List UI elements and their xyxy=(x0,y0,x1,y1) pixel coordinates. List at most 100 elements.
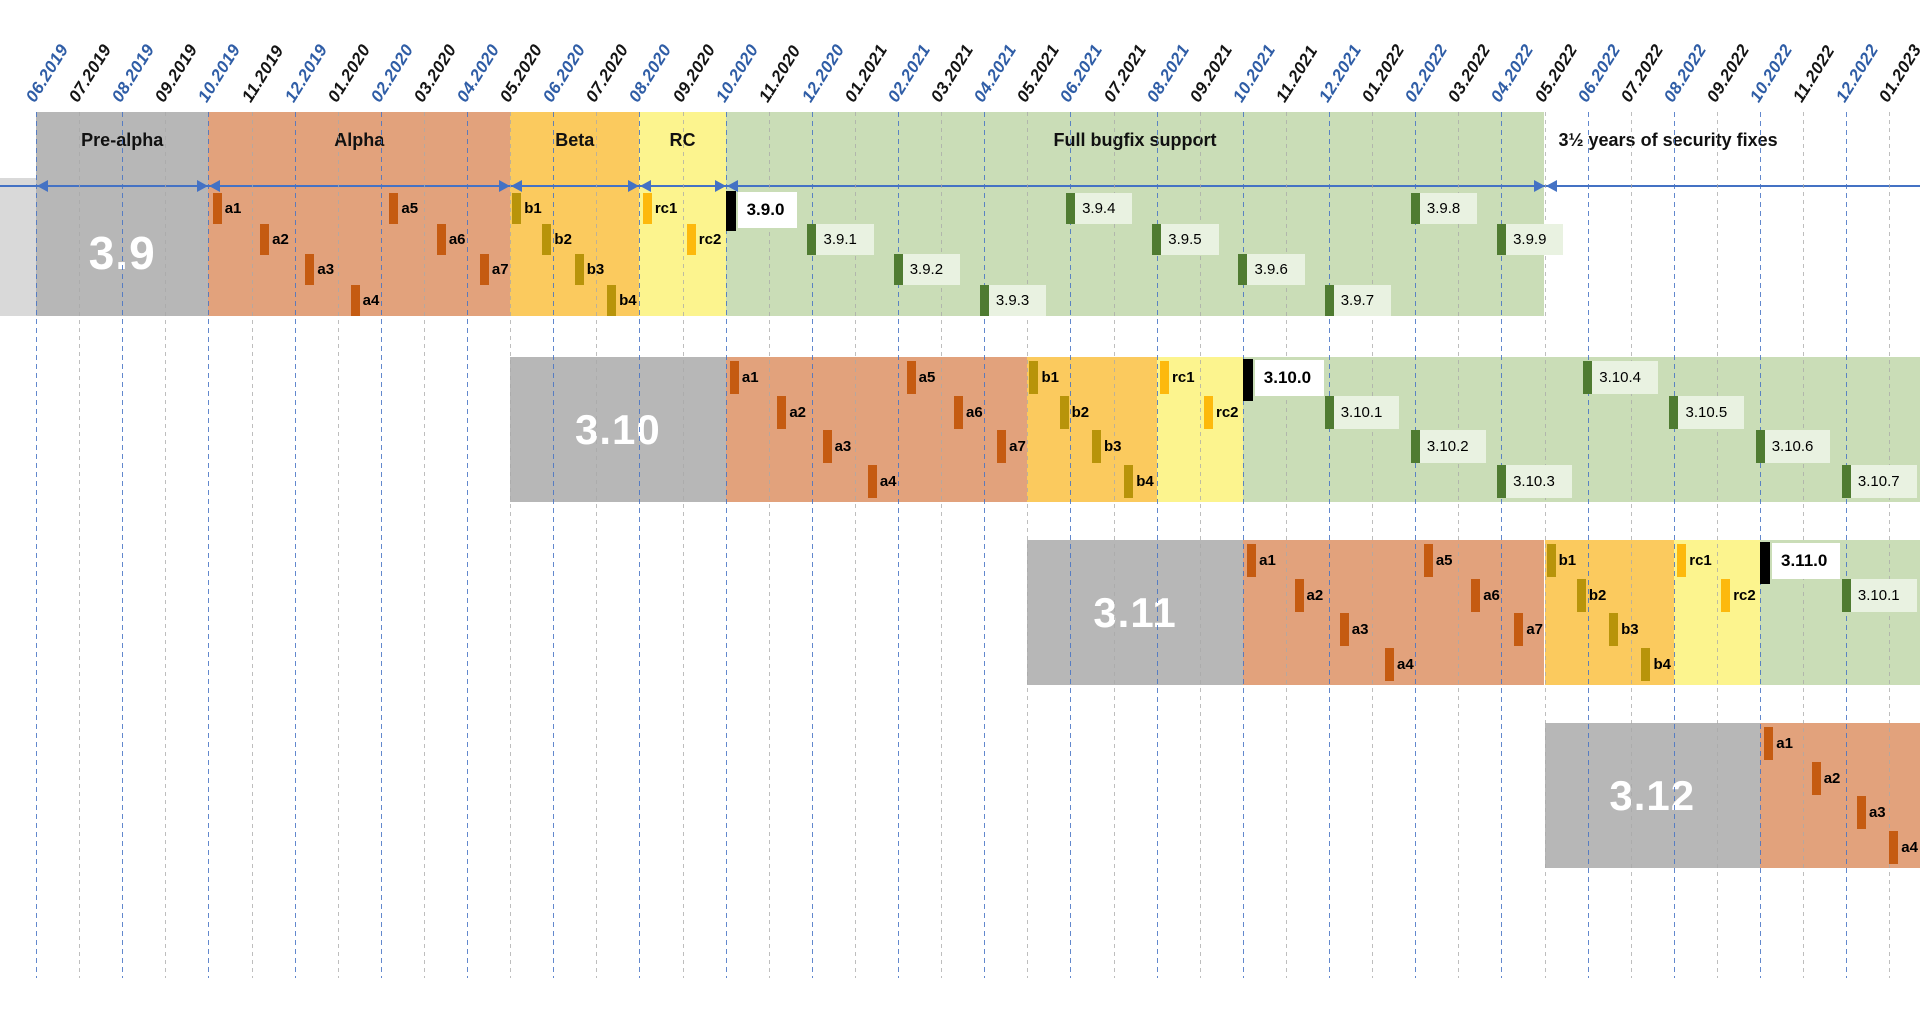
phase-zone-beta xyxy=(1027,357,1157,502)
release-marker-label: 3.9.8 xyxy=(1419,193,1478,224)
phase-zone-pre_alpha xyxy=(510,357,726,502)
arrowhead-right xyxy=(499,180,511,192)
phase-zone-pre_alpha xyxy=(1544,723,1760,868)
release-marker-b3 xyxy=(1091,430,1101,463)
release-marker-label: 3.10.2 xyxy=(1419,430,1486,463)
release-marker-label: a1 xyxy=(1776,735,1793,752)
arrowhead-right xyxy=(1533,180,1545,192)
release-marker-a1 xyxy=(212,193,222,224)
release-marker-label: a3 xyxy=(834,438,852,455)
release-marker-a2 xyxy=(1294,578,1304,612)
release-marker-b4 xyxy=(1124,464,1134,498)
version-label-3.10: 3.10 xyxy=(574,405,661,453)
release-marker-label: 3.10.7 xyxy=(1850,464,1917,498)
release-marker-label: a1 xyxy=(1259,552,1276,569)
release-marker-a5 xyxy=(906,361,916,394)
release-marker-a1 xyxy=(1247,544,1257,577)
arrowhead-left xyxy=(1545,180,1557,192)
release-marker-a7 xyxy=(479,254,489,285)
release-marker-3.10.6 xyxy=(1755,430,1765,463)
release-marker-label: b1 xyxy=(1041,369,1059,386)
release-marker-label: b3 xyxy=(1621,621,1639,638)
release-marker-label: 3.10.1 xyxy=(1333,395,1400,429)
release-marker-b1 xyxy=(1029,361,1039,394)
release-marker-rc1 xyxy=(1160,361,1170,394)
release-marker-label: b4 xyxy=(619,291,637,309)
release-marker-label: 3.10.0 xyxy=(1254,360,1325,396)
release-marker-label: a4 xyxy=(1901,838,1918,856)
release-marker-label: b4 xyxy=(1136,472,1154,490)
release-marker-label: b3 xyxy=(586,261,605,278)
phase-zone-bugfix xyxy=(725,112,1545,316)
release-marker-3.9.2 xyxy=(893,254,903,285)
release-marker-rc1 xyxy=(1677,544,1687,577)
release-marker-3.10.1 xyxy=(1841,578,1851,612)
release-marker-a6 xyxy=(954,395,964,429)
phase-zone-pre_alpha xyxy=(1027,540,1243,685)
release-marker-b3 xyxy=(574,254,584,285)
release-marker-b4 xyxy=(1641,647,1651,681)
phase-label-security: 3½ years of security fixes xyxy=(1558,130,1778,150)
release-marker-3.10.2 xyxy=(1410,430,1420,463)
phase-label-alpha: Alpha xyxy=(334,130,385,150)
phase-arrow-line xyxy=(0,185,1920,187)
release-marker-label: rc2 xyxy=(1216,403,1239,421)
release-marker-label: a2 xyxy=(1823,769,1841,787)
phase-label-beta: Beta xyxy=(555,130,595,150)
release-marker-label: 3.10.4 xyxy=(1592,361,1658,394)
release-marker-label: 3.9.3 xyxy=(988,284,1047,316)
release-marker-3.10.3 xyxy=(1497,464,1507,498)
release-marker-label: a1 xyxy=(224,200,242,217)
release-marker-label: 3.9.4 xyxy=(1075,193,1133,224)
release-marker-3.10.5 xyxy=(1669,395,1679,429)
release-marker-label: a5 xyxy=(1435,552,1453,569)
release-marker-a6 xyxy=(1471,578,1481,612)
release-marker-label: b1 xyxy=(524,200,542,217)
release-marker-label: 3.10.3 xyxy=(1506,464,1572,498)
arrowhead-right xyxy=(714,180,726,192)
release-marker-3.9.4 xyxy=(1066,193,1076,224)
row-left-stub xyxy=(0,178,36,316)
release-marker-a2 xyxy=(1811,761,1821,795)
release-marker-label: 3.9.5 xyxy=(1161,223,1219,255)
release-marker-label: a7 xyxy=(491,261,509,278)
arrowhead-left xyxy=(209,180,221,192)
release-marker-rc2 xyxy=(1204,395,1213,429)
release-marker-label: 3.9.1 xyxy=(816,223,874,255)
release-marker-rc2 xyxy=(1721,578,1731,612)
release-marker-3.9.7 xyxy=(1324,284,1334,316)
release-marker-b2 xyxy=(542,223,552,255)
release-marker-3.9.3 xyxy=(979,284,989,316)
release-marker-b1 xyxy=(1546,544,1556,577)
arrowhead-left xyxy=(37,180,48,192)
phase-zone-beta xyxy=(1544,540,1674,685)
release-marker-label: b2 xyxy=(1071,403,1090,421)
release-marker-3.9.0 xyxy=(725,191,736,231)
release-marker-label: a7 xyxy=(1009,438,1026,455)
release-marker-label: a5 xyxy=(918,369,936,386)
version-label-3.9: 3.9 xyxy=(88,227,156,279)
release-marker-3.9.1 xyxy=(807,223,817,255)
release-marker-label: b2 xyxy=(1588,586,1607,604)
version-label-3.12: 3.12 xyxy=(1609,771,1696,819)
release-marker-label: a4 xyxy=(362,291,380,309)
release-marker-label: 3.9.0 xyxy=(737,192,798,228)
release-marker-label: a4 xyxy=(1397,655,1414,673)
release-marker-a1 xyxy=(1764,727,1774,760)
release-marker-a5 xyxy=(389,193,399,224)
release-marker-3.9.6 xyxy=(1238,254,1248,285)
release-marker-a4 xyxy=(1889,830,1899,864)
release-marker-label: rc2 xyxy=(1733,586,1756,604)
release-marker-label: a3 xyxy=(1351,621,1369,638)
release-marker-a7 xyxy=(997,430,1007,463)
release-marker-b1 xyxy=(512,193,522,224)
release-marker-a2 xyxy=(260,223,270,255)
release-marker-label: a4 xyxy=(879,472,897,490)
release-marker-label: b2 xyxy=(554,230,572,248)
release-marker-label: 3.9.9 xyxy=(1506,223,1564,255)
release-marker-label: 3.10.1 xyxy=(1850,578,1917,612)
release-marker-a3 xyxy=(1339,613,1349,646)
release-marker-3.9.5 xyxy=(1152,223,1162,255)
phase-zone-beta xyxy=(510,112,640,316)
arrowhead-left xyxy=(726,180,738,192)
